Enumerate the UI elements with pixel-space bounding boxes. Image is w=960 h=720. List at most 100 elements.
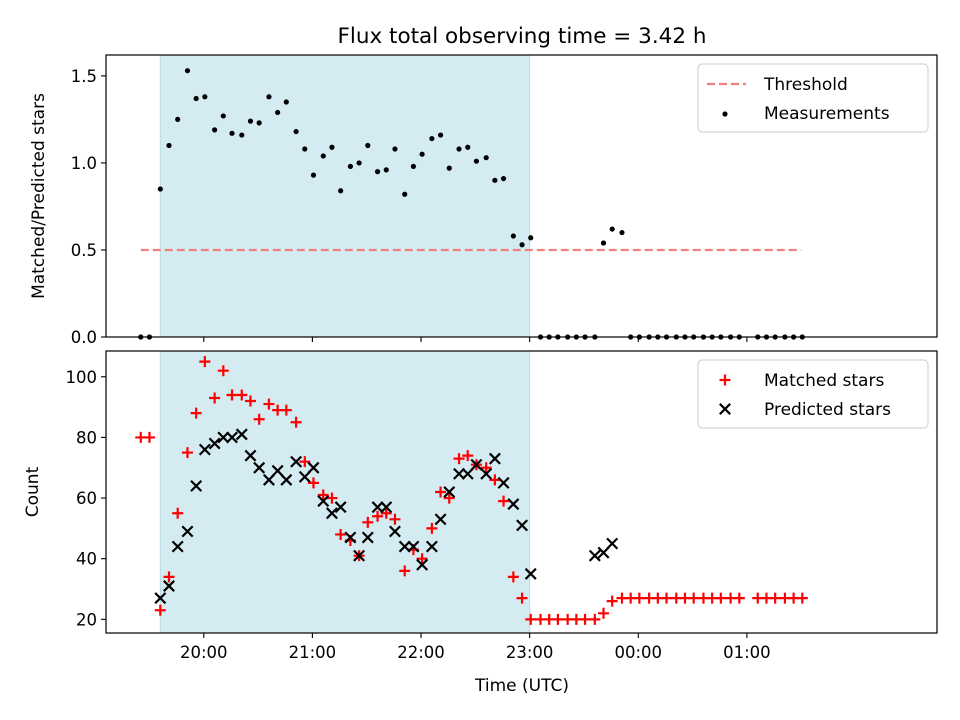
matched-star-point xyxy=(226,389,238,401)
matched-star-point xyxy=(426,522,438,534)
measurement-point xyxy=(402,191,408,197)
matched-star-point xyxy=(715,592,727,604)
predicted-star-point xyxy=(290,455,303,468)
measurement-point xyxy=(266,94,272,100)
measurement-point xyxy=(220,113,226,119)
predicted-star-point xyxy=(226,431,238,444)
measurement-point xyxy=(437,132,444,138)
measurement-point xyxy=(283,99,289,105)
measurement-point xyxy=(275,109,281,116)
matched-star-point xyxy=(453,453,465,465)
measurement-point xyxy=(347,163,354,170)
axes-frame xyxy=(105,54,938,338)
matched-star-point xyxy=(236,389,248,401)
measurement-point xyxy=(383,167,389,173)
legend-predicted-swatch xyxy=(719,403,731,415)
measurement-point xyxy=(500,175,507,182)
predicted-star-point xyxy=(380,501,393,514)
matched-star-point xyxy=(443,492,455,504)
matched-star-point xyxy=(480,462,492,474)
matched-star-point xyxy=(796,592,808,604)
y-tick-label: 1.0 xyxy=(71,154,97,173)
predicted-star-point xyxy=(262,473,275,486)
predicted-star-point xyxy=(416,558,429,571)
predicted-star-point xyxy=(606,537,619,550)
matched-star-point xyxy=(507,571,519,583)
matched-star-point xyxy=(307,477,319,489)
predicted-star-point xyxy=(198,443,211,456)
x-axis-label: Time (UTC) xyxy=(474,676,569,696)
predicted-star-point xyxy=(217,431,230,444)
matched-star-point xyxy=(209,392,221,404)
legend-box xyxy=(697,63,929,133)
measurement-point xyxy=(293,128,299,135)
legend-box xyxy=(697,359,929,429)
matched-star-point xyxy=(362,516,374,528)
y-tick-label: 0.5 xyxy=(71,241,97,260)
measurement-point xyxy=(519,242,525,248)
predicted-star-point xyxy=(163,580,175,592)
matched-star-point xyxy=(516,592,528,604)
matched-star-point xyxy=(317,489,329,501)
measurement-point xyxy=(166,142,172,149)
ratio-panel: 0.0 0.5 1.0 1.5 Matched/Predicted stars Thres… xyxy=(29,54,938,347)
matched-star-point xyxy=(661,592,673,604)
y-tick-label: 20 xyxy=(76,610,97,629)
predicted-star-point xyxy=(497,476,510,489)
legend-measurement-swatch xyxy=(722,111,728,117)
matched-star-point xyxy=(435,486,447,498)
matched-star-point xyxy=(253,413,265,425)
measurement-point xyxy=(456,146,462,152)
predicted-star-point xyxy=(453,467,466,480)
predicted-star-point xyxy=(280,473,293,486)
matched-star-point xyxy=(380,507,392,519)
matched-star-point xyxy=(154,604,166,616)
measurement-point xyxy=(419,151,425,157)
x-tick-label: 23:00 xyxy=(506,643,554,662)
measurement-point xyxy=(619,229,625,236)
predicted-star-point xyxy=(244,449,257,462)
predicted-star-point xyxy=(443,486,456,498)
matched-star-point xyxy=(372,510,384,522)
predicted-star-point xyxy=(154,592,167,605)
measurement-point xyxy=(600,240,607,246)
matched-star-point xyxy=(143,431,155,443)
predicted-star-point xyxy=(325,507,338,520)
measurement-point xyxy=(247,118,254,124)
predicted-star-point xyxy=(208,437,221,450)
legend-matched-swatch xyxy=(719,374,731,386)
predicted-star-point xyxy=(344,531,357,544)
matched-star-point xyxy=(326,492,338,504)
measurement-point xyxy=(374,169,381,175)
predicted-star-point xyxy=(434,513,447,526)
measurement-point xyxy=(193,95,199,102)
legend-label: Threshold xyxy=(763,75,848,95)
predicted-star-point xyxy=(524,567,537,580)
predicted-star-point xyxy=(298,470,311,483)
matched-star-point xyxy=(579,613,591,625)
measurement-point xyxy=(483,155,489,161)
measurement-point xyxy=(429,135,435,142)
measurement-point xyxy=(256,120,262,126)
legend-label: Predicted stars xyxy=(764,400,891,420)
matched-star-point xyxy=(489,474,501,486)
matched-star-point xyxy=(733,592,745,604)
matched-star-point xyxy=(263,398,275,410)
matched-star-point xyxy=(525,613,537,625)
matched-star-point xyxy=(399,565,411,577)
count-panel: 20 40 60 80 100 20:00 21:00 22:00 23:00 00:00 01:0… xyxy=(23,350,938,662)
predicted-star-point xyxy=(317,495,330,508)
measurement-point xyxy=(310,172,317,178)
predicted-star-point xyxy=(235,428,248,441)
predicted-star-point xyxy=(588,549,601,562)
matched-star-point xyxy=(589,613,601,625)
predicted-star-point xyxy=(488,452,501,465)
predicted-star-point xyxy=(361,531,374,544)
y-axis-label: Count xyxy=(23,466,43,517)
matched-star-point xyxy=(633,592,645,604)
matched-star-point xyxy=(181,447,193,459)
matched-star-point xyxy=(688,592,700,604)
predicted-star-point xyxy=(171,540,184,553)
measurement-point xyxy=(302,146,308,152)
